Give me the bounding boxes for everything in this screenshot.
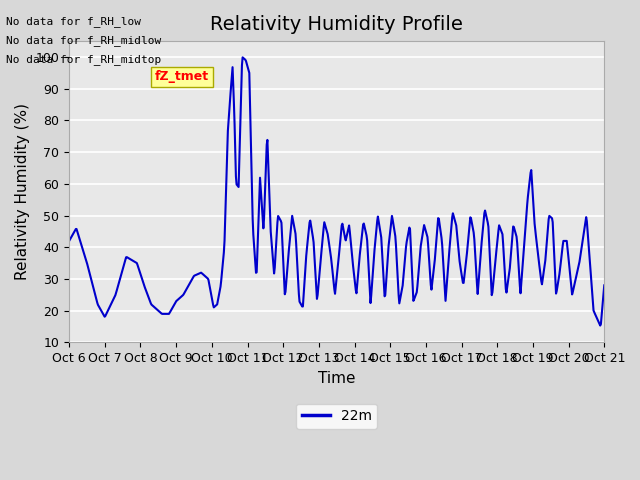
Y-axis label: Relativity Humidity (%): Relativity Humidity (%) (15, 103, 30, 280)
Text: No data for f_RH_midtop: No data for f_RH_midtop (6, 54, 162, 65)
Legend: 22m: 22m (296, 404, 377, 429)
X-axis label: Time: Time (318, 371, 355, 386)
Title: Relativity Humidity Profile: Relativity Humidity Profile (211, 15, 463, 34)
Text: No data for f_RH_low: No data for f_RH_low (6, 16, 141, 27)
Text: No data for f_RH_midlow: No data for f_RH_midlow (6, 35, 162, 46)
Text: fZ_tmet: fZ_tmet (155, 70, 209, 84)
